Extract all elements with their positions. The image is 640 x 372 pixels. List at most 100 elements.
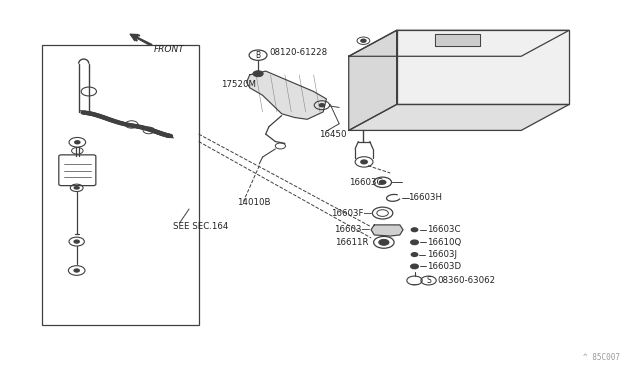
Circle shape [115, 121, 120, 124]
Text: 16603H: 16603H [408, 193, 442, 202]
Circle shape [165, 134, 170, 137]
Circle shape [149, 129, 154, 132]
Circle shape [147, 128, 152, 131]
Circle shape [163, 134, 168, 137]
Circle shape [94, 114, 99, 117]
Text: 14010B: 14010B [237, 198, 271, 207]
Text: 16603—: 16603— [334, 225, 370, 234]
Circle shape [161, 133, 166, 136]
Circle shape [157, 131, 162, 134]
Polygon shape [349, 105, 569, 131]
Text: FRONT: FRONT [154, 45, 185, 54]
Circle shape [113, 120, 118, 123]
Text: 16610Q: 16610Q [427, 238, 461, 247]
Circle shape [164, 134, 170, 137]
Circle shape [91, 113, 96, 116]
Circle shape [145, 127, 150, 130]
Circle shape [136, 125, 141, 128]
Circle shape [159, 132, 164, 135]
Circle shape [129, 124, 134, 127]
Circle shape [133, 125, 138, 128]
Circle shape [81, 111, 86, 114]
Circle shape [163, 133, 168, 136]
Text: 16603F—: 16603F— [332, 209, 372, 218]
Circle shape [74, 240, 79, 243]
Circle shape [411, 240, 419, 244]
Polygon shape [371, 225, 403, 236]
Circle shape [108, 118, 113, 121]
Circle shape [122, 123, 127, 126]
Circle shape [168, 135, 173, 137]
Circle shape [88, 112, 93, 115]
Text: 16450: 16450 [319, 129, 346, 139]
Circle shape [143, 127, 148, 130]
FancyBboxPatch shape [59, 155, 96, 186]
Polygon shape [435, 34, 479, 46]
Polygon shape [246, 71, 326, 119]
Circle shape [319, 104, 324, 107]
Circle shape [151, 129, 156, 132]
Circle shape [253, 71, 263, 77]
Circle shape [141, 126, 146, 129]
Polygon shape [397, 31, 569, 105]
Circle shape [361, 160, 367, 164]
Circle shape [156, 131, 161, 134]
Circle shape [154, 130, 159, 133]
Text: S: S [426, 276, 431, 285]
Circle shape [142, 126, 147, 129]
Circle shape [97, 115, 102, 118]
Circle shape [134, 125, 140, 128]
Circle shape [93, 113, 98, 116]
Circle shape [96, 114, 101, 117]
Circle shape [140, 126, 145, 129]
Text: 08360-63062: 08360-63062 [438, 276, 495, 285]
Circle shape [109, 119, 114, 122]
Circle shape [148, 128, 153, 131]
Text: 16603D: 16603D [427, 262, 461, 271]
Polygon shape [349, 31, 569, 56]
Text: 16603J: 16603J [427, 250, 457, 259]
Circle shape [75, 141, 80, 144]
Circle shape [104, 117, 109, 120]
Circle shape [74, 269, 79, 272]
Circle shape [120, 122, 125, 125]
Circle shape [83, 111, 88, 114]
Circle shape [106, 118, 111, 121]
Circle shape [380, 180, 386, 184]
Circle shape [150, 129, 155, 132]
Text: 16603G: 16603G [349, 178, 383, 187]
Circle shape [411, 264, 419, 269]
Circle shape [131, 124, 136, 127]
Circle shape [166, 134, 172, 137]
Circle shape [86, 112, 92, 115]
Circle shape [102, 116, 108, 119]
Circle shape [118, 122, 124, 125]
Polygon shape [349, 31, 397, 131]
Circle shape [160, 132, 165, 135]
Circle shape [127, 124, 132, 126]
Text: 17520M: 17520M [221, 80, 256, 89]
Text: 08120-61228: 08120-61228 [269, 48, 328, 57]
Circle shape [152, 130, 157, 133]
Circle shape [379, 239, 389, 245]
Circle shape [125, 123, 130, 126]
Text: ^ 85C007: ^ 85C007 [583, 353, 620, 362]
Circle shape [138, 125, 143, 128]
Circle shape [84, 112, 90, 115]
Text: SEE SEC.164: SEE SEC.164 [173, 222, 228, 231]
Text: 16603C: 16603C [427, 225, 460, 234]
Text: 16611R: 16611R [335, 238, 369, 247]
Text: B: B [255, 51, 260, 60]
Circle shape [100, 116, 106, 119]
Circle shape [412, 253, 418, 256]
Circle shape [361, 39, 366, 42]
Circle shape [99, 115, 104, 118]
Circle shape [116, 121, 122, 124]
Circle shape [155, 131, 160, 134]
Circle shape [158, 132, 163, 135]
Bar [42, 45, 198, 325]
Circle shape [90, 112, 95, 115]
Circle shape [74, 186, 80, 190]
Circle shape [111, 119, 116, 122]
Circle shape [412, 228, 418, 232]
